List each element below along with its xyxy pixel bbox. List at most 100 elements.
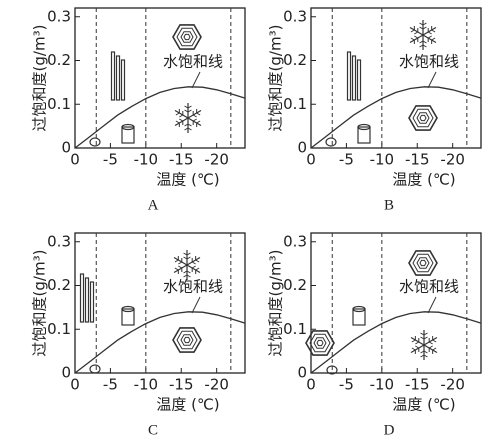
crystal-icon <box>120 59 126 101</box>
x-tick-label: 0 <box>70 376 80 394</box>
x-tick-label: -20 <box>440 151 465 169</box>
crystal-icon <box>183 274 188 278</box>
crystal-icon <box>410 344 425 354</box>
x-tick-label: 0 <box>306 376 316 394</box>
crystal-icon <box>186 264 201 274</box>
crystal-icon <box>183 256 188 260</box>
plot-frame <box>74 7 246 149</box>
crystal-icon <box>121 308 135 326</box>
crystal-icon <box>409 34 424 44</box>
crystal-icon <box>184 109 189 113</box>
crystal-icon <box>89 364 101 374</box>
x-tick-label: -10 <box>370 151 395 169</box>
crystal-icon <box>121 305 135 313</box>
crystal-icon <box>423 336 428 340</box>
crystal-icon <box>410 29 415 33</box>
crystal-icon <box>191 261 196 265</box>
crystal-icon <box>409 26 424 36</box>
plot-frame <box>74 232 246 374</box>
annotation-pointer <box>427 296 437 314</box>
crystal-icon <box>115 55 121 101</box>
crystal-icon <box>415 345 420 349</box>
saturation-curve <box>310 86 482 149</box>
crystal-icon <box>420 336 425 340</box>
crystal-icon <box>416 257 430 269</box>
crystal-icon <box>357 123 371 131</box>
crystal-icon <box>173 256 188 266</box>
crystal-icon <box>176 330 198 350</box>
crystal-icon <box>352 305 366 313</box>
crystal-icon <box>419 26 424 30</box>
crystal-icon <box>420 350 425 354</box>
crystal-icon <box>186 256 191 260</box>
x-tick-label: -15 <box>405 151 430 169</box>
y-axis-label: 过饱和度(g/m³) <box>31 250 49 357</box>
y-tick-label: 0 <box>297 139 307 157</box>
x-tick-label: -10 <box>134 151 159 169</box>
x-tick-label: -5 <box>103 376 118 394</box>
crystal-icon <box>187 109 202 119</box>
crystal-icon <box>408 250 438 276</box>
x-tick-label: -5 <box>339 376 354 394</box>
panel-caption: B <box>384 197 394 213</box>
y-tick-label: 0.1 <box>47 95 71 113</box>
crystal-icon <box>184 123 189 127</box>
crystal-icon <box>423 350 428 354</box>
crystal-icon <box>184 127 189 131</box>
x-tick-label: -5 <box>339 151 354 169</box>
crystal-icon <box>431 37 436 41</box>
crystal-icon <box>174 259 179 263</box>
y-tick-label: 0.3 <box>47 232 71 250</box>
annotation: 水饱和线 <box>399 53 459 71</box>
crystal-icon <box>180 31 194 43</box>
saturation-curve <box>310 311 482 374</box>
crystal-icon <box>428 345 433 349</box>
y-tick-label: 0.1 <box>47 320 71 338</box>
crystal-icon <box>420 354 425 358</box>
y-axis-label: 过饱和度(g/m³) <box>267 25 285 132</box>
x-tick-label: -5 <box>103 151 118 169</box>
crystal-icon <box>183 336 191 344</box>
crystal-icon <box>414 31 419 35</box>
crystal-icon <box>326 365 338 375</box>
crystal-icon <box>351 55 357 101</box>
crystal-icon <box>183 252 188 256</box>
x-axis-label: 温度 (℃) <box>392 396 455 414</box>
x-axis-label: 温度 (℃) <box>156 396 219 414</box>
crystal-icon <box>412 108 434 128</box>
crystal-icon <box>79 273 85 323</box>
y-tick-label: 0.2 <box>283 276 307 294</box>
crystal-icon <box>187 109 192 113</box>
y-tick-label: 0 <box>297 364 307 382</box>
crystal-icon <box>316 339 324 347</box>
crystal-icon <box>172 327 202 353</box>
crystal-icon <box>416 112 430 124</box>
crystal-icon <box>411 347 416 351</box>
crystal-icon <box>352 308 366 326</box>
crystal-icon <box>410 336 425 346</box>
crystal-icon <box>183 33 191 41</box>
crystal-icon <box>173 264 188 274</box>
plot-frame <box>310 7 482 149</box>
plot-frame <box>310 232 482 374</box>
annotation: 水饱和线 <box>163 278 223 296</box>
crystal-icon <box>192 118 197 122</box>
crystal-icon <box>184 105 189 109</box>
crystal-icon <box>427 35 432 39</box>
crystal-icon <box>175 112 180 116</box>
panel-caption: D <box>384 422 395 438</box>
crystal-icon <box>414 35 419 39</box>
crystal-icon <box>419 40 424 44</box>
y-tick-label: 0.3 <box>283 232 307 250</box>
crystal-icon <box>186 274 191 278</box>
crystal-icon <box>191 265 196 269</box>
x-tick-label: -10 <box>134 376 159 394</box>
y-tick-label: 0 <box>61 139 71 157</box>
crystal-icon <box>415 341 420 345</box>
y-tick-label: 0.2 <box>283 51 307 69</box>
x-tick-label: -10 <box>370 376 395 394</box>
